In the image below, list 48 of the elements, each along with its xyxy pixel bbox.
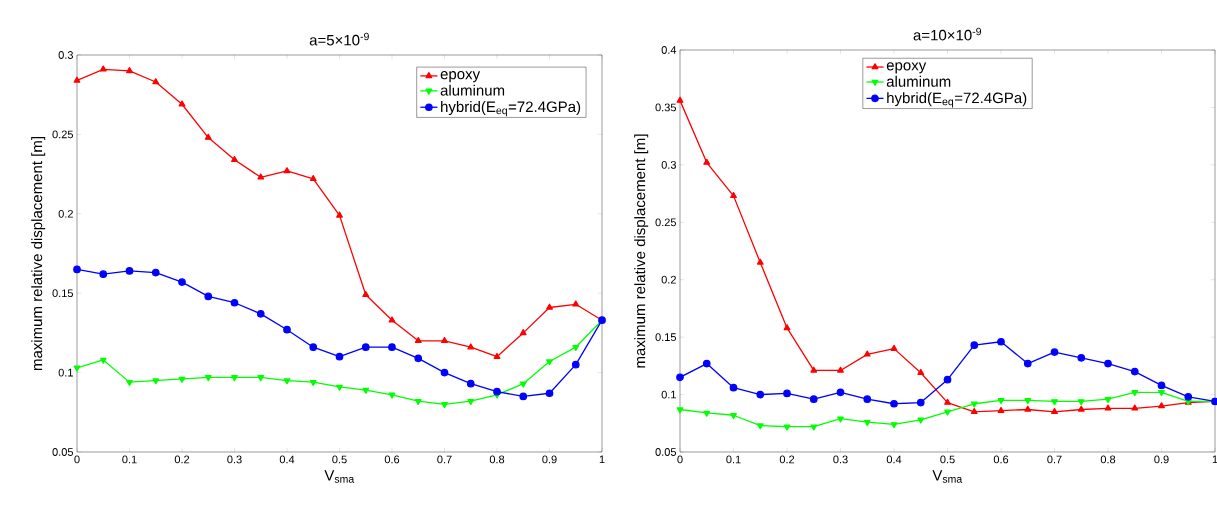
y-tick-label: 0.15 <box>655 333 676 342</box>
legend-label: hybrid(E$_{eq}$=72.4GPa) <box>887 92 1027 108</box>
y-tick-label: 0.05 <box>52 448 73 456</box>
x-tick-label: 0 <box>677 455 683 464</box>
y-tick-label: 0.4 <box>661 46 677 54</box>
x-tick-label: 0.4 <box>886 455 902 464</box>
chart-title: a=5×10$^{-9}$ <box>309 32 369 46</box>
legend-label: epoxy <box>886 62 927 74</box>
y-tick-label: 0.2 <box>661 275 676 284</box>
y-axis-title: maximum relative displacement [m] <box>634 134 649 368</box>
x-tick-label: 0.7 <box>437 455 452 464</box>
y-tick-label: 0.3 <box>661 160 676 169</box>
x-tick-label: 0.2 <box>174 455 190 464</box>
x-tick-label: 0.8 <box>489 455 505 464</box>
x-tick-label: 1 <box>1212 455 1217 464</box>
x-tick-label: 0.3 <box>833 455 848 464</box>
y-tick-label: 0.15 <box>52 289 73 298</box>
x-tick-label: 0.5 <box>332 455 347 464</box>
x-tick-label: 0.1 <box>122 455 137 464</box>
y-tick-label: 0.05 <box>655 448 676 456</box>
y-axis-title: maximum relative displacement [m] <box>31 137 46 371</box>
y-tick-label: 0.25 <box>655 218 676 227</box>
legend-label: epoxy <box>440 71 481 83</box>
x-tick-label: 0.6 <box>993 455 1009 464</box>
x-tick-label: 0 <box>74 455 80 464</box>
x-tick-label: 0.7 <box>1047 455 1062 464</box>
chart-title: a=10×10$^{-9}$ <box>913 27 982 41</box>
y-tick-label: 0.1 <box>58 368 73 377</box>
x-tick-label: 0.9 <box>542 455 557 464</box>
x-axis-title: V$_{sma}$ <box>324 470 355 483</box>
legend-label: aluminum <box>440 84 505 96</box>
x-tick-label: 0.3 <box>227 455 242 464</box>
legend-label: aluminum <box>886 75 951 87</box>
y-tick-label: 0.2 <box>58 209 73 218</box>
y-tick-label: 0.25 <box>52 130 73 139</box>
x-tick-label: 0.5 <box>940 455 955 464</box>
x-tick-label: 0.4 <box>279 455 295 464</box>
legend-label: hybrid(E$_{eq}$=72.4GPa) <box>441 101 581 117</box>
y-tick-label: 0.3 <box>58 51 73 59</box>
x-tick-label: 0.1 <box>726 455 741 464</box>
x-tick-label: 0.9 <box>1154 455 1169 464</box>
x-tick-label: 0.2 <box>779 455 795 464</box>
x-tick-label: 0.6 <box>384 455 400 464</box>
x-tick-label: 0.8 <box>1100 455 1116 464</box>
x-axis-title: V$_{sma}$ <box>932 470 963 483</box>
y-tick-label: 0.35 <box>655 103 676 112</box>
x-tick-label: 1 <box>599 455 605 464</box>
y-tick-label: 0.1 <box>661 390 676 399</box>
